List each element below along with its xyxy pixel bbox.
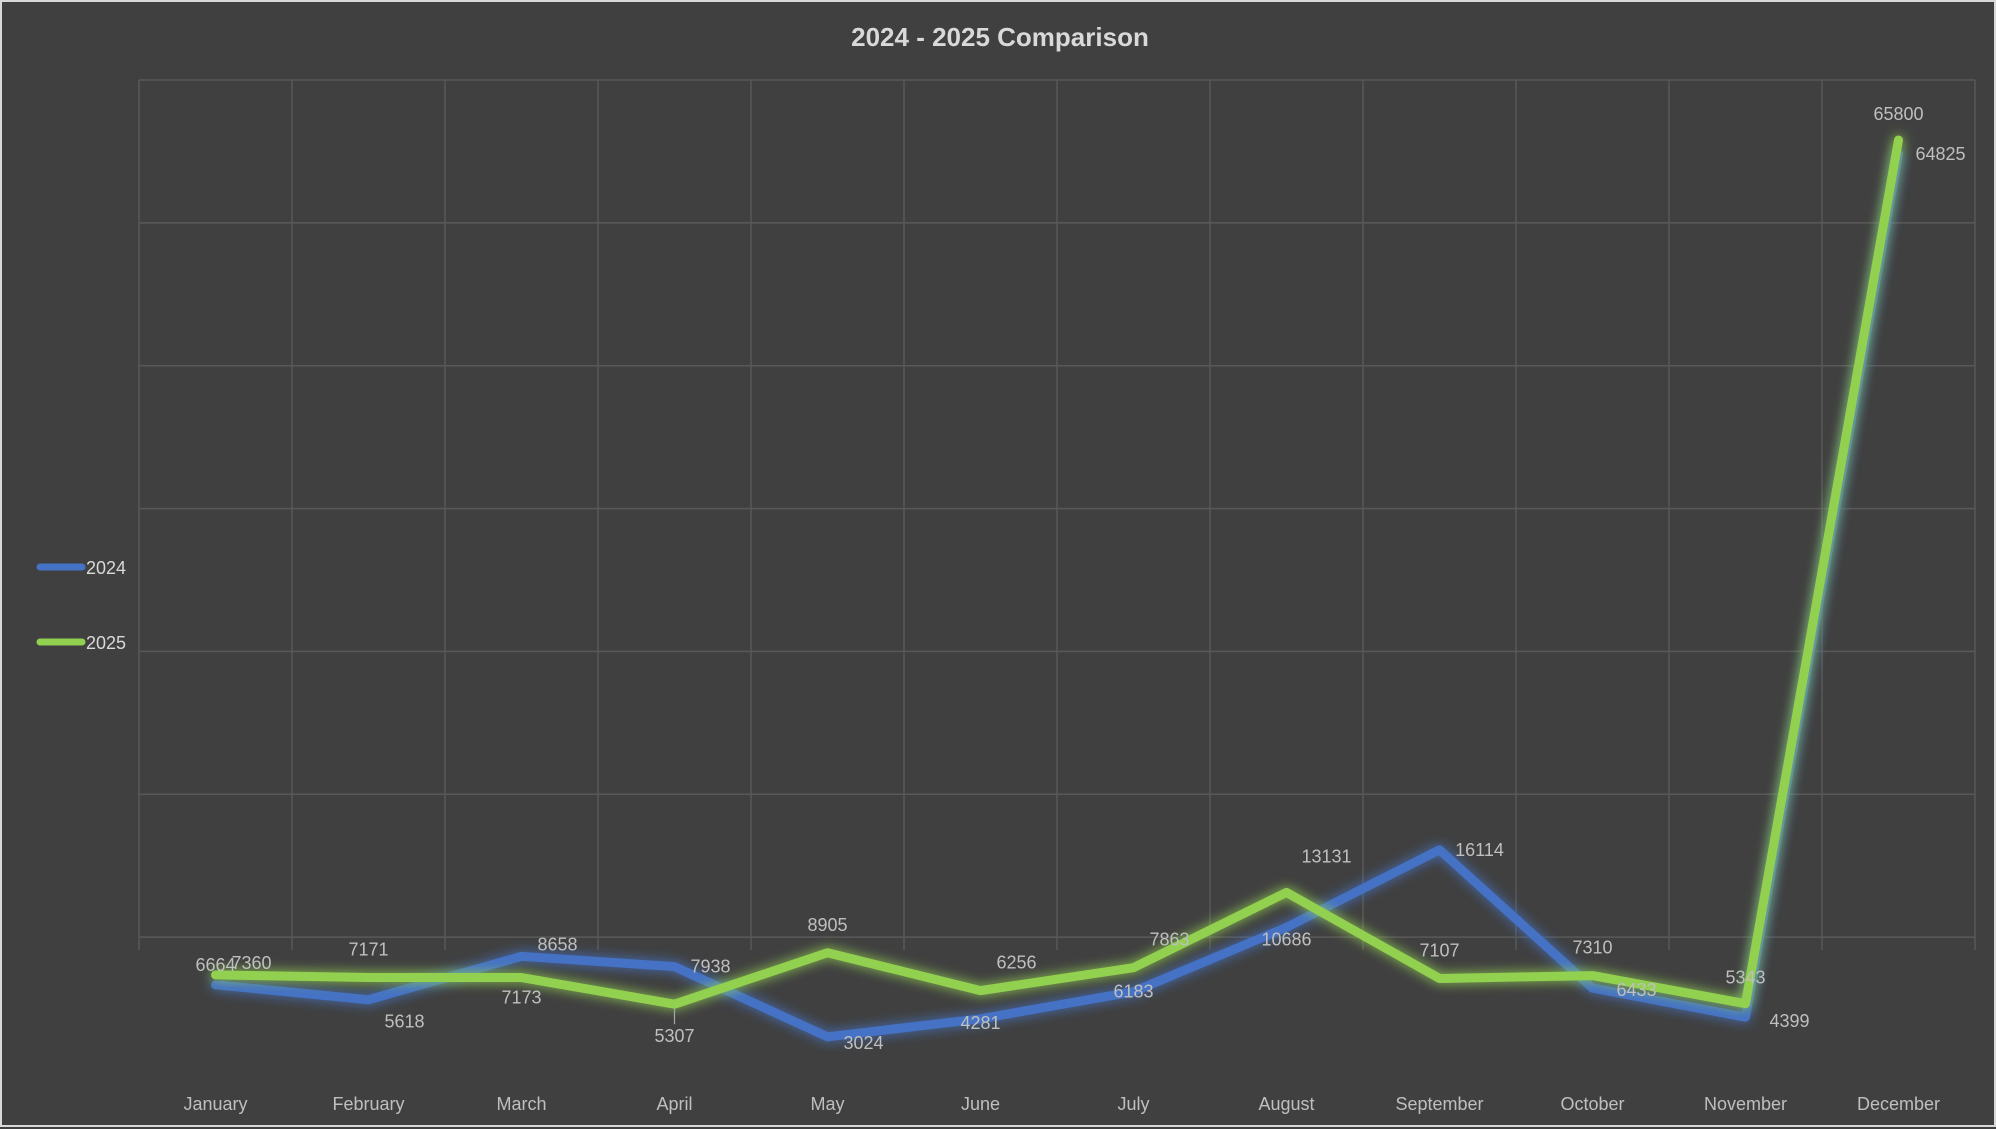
- data-label-2025: 7863: [1149, 930, 1189, 950]
- x-axis-tick-labels: January February March April May June July Augu…: [183, 1094, 1940, 1114]
- data-label-2024: 5618: [384, 1012, 424, 1032]
- data-label-2024: 6183: [1113, 982, 1153, 1002]
- x-tick-label: February: [332, 1094, 404, 1114]
- x-tick-label: March: [496, 1094, 546, 1114]
- data-label-2024: 8658: [537, 934, 577, 954]
- data-label-2024: 4281: [960, 1013, 1000, 1033]
- data-label-2025: 7360: [231, 953, 271, 973]
- x-tick-label: November: [1704, 1094, 1787, 1114]
- data-label-2024: 4399: [1769, 1011, 1809, 1031]
- data-label-2025: 65800: [1873, 104, 1923, 124]
- x-tick-label: April: [656, 1094, 692, 1114]
- data-label-2024: 64825: [1915, 144, 1965, 164]
- legend-label-2025: 2025: [86, 633, 126, 653]
- data-label-2025: 7107: [1419, 940, 1459, 960]
- x-tick-label: August: [1258, 1094, 1314, 1114]
- data-label-2025: 13131: [1301, 846, 1351, 866]
- data-label-2025: 7173: [501, 988, 541, 1008]
- data-label-2024: 7938: [690, 957, 730, 977]
- legend-label-2024: 2024: [86, 558, 126, 578]
- data-label-2024: 6433: [1616, 980, 1656, 1000]
- data-label-2024: 3024: [843, 1033, 883, 1053]
- legend: 2024 2025: [40, 558, 126, 653]
- data-label-2025: 5343: [1725, 968, 1765, 988]
- data-labels: 6664 5618 8658 7938 3024 4281 6183 10686 16114 64…: [195, 104, 1965, 1053]
- x-tick-label: May: [810, 1094, 844, 1114]
- data-label-2025: 5307: [654, 1026, 694, 1046]
- x-tick-label: July: [1117, 1094, 1149, 1114]
- data-label-2025: 7310: [1572, 938, 1612, 958]
- x-tick-label: January: [183, 1094, 247, 1114]
- x-tick-label: June: [961, 1094, 1000, 1114]
- gridlines: [139, 80, 1975, 950]
- data-label-2024: 10686: [1261, 929, 1311, 949]
- data-label-2025: 6256: [996, 953, 1036, 973]
- x-tick-label: December: [1857, 1094, 1940, 1114]
- data-label-2025: 7171: [348, 940, 388, 960]
- data-label-2024: 6664: [195, 955, 235, 975]
- chart-title: 2024 - 2025 Comparison: [851, 22, 1149, 52]
- data-label-2025: 8905: [807, 915, 847, 935]
- x-tick-label: October: [1560, 1094, 1624, 1114]
- data-label-2024: 16114: [1455, 840, 1504, 860]
- x-tick-label: September: [1395, 1094, 1483, 1114]
